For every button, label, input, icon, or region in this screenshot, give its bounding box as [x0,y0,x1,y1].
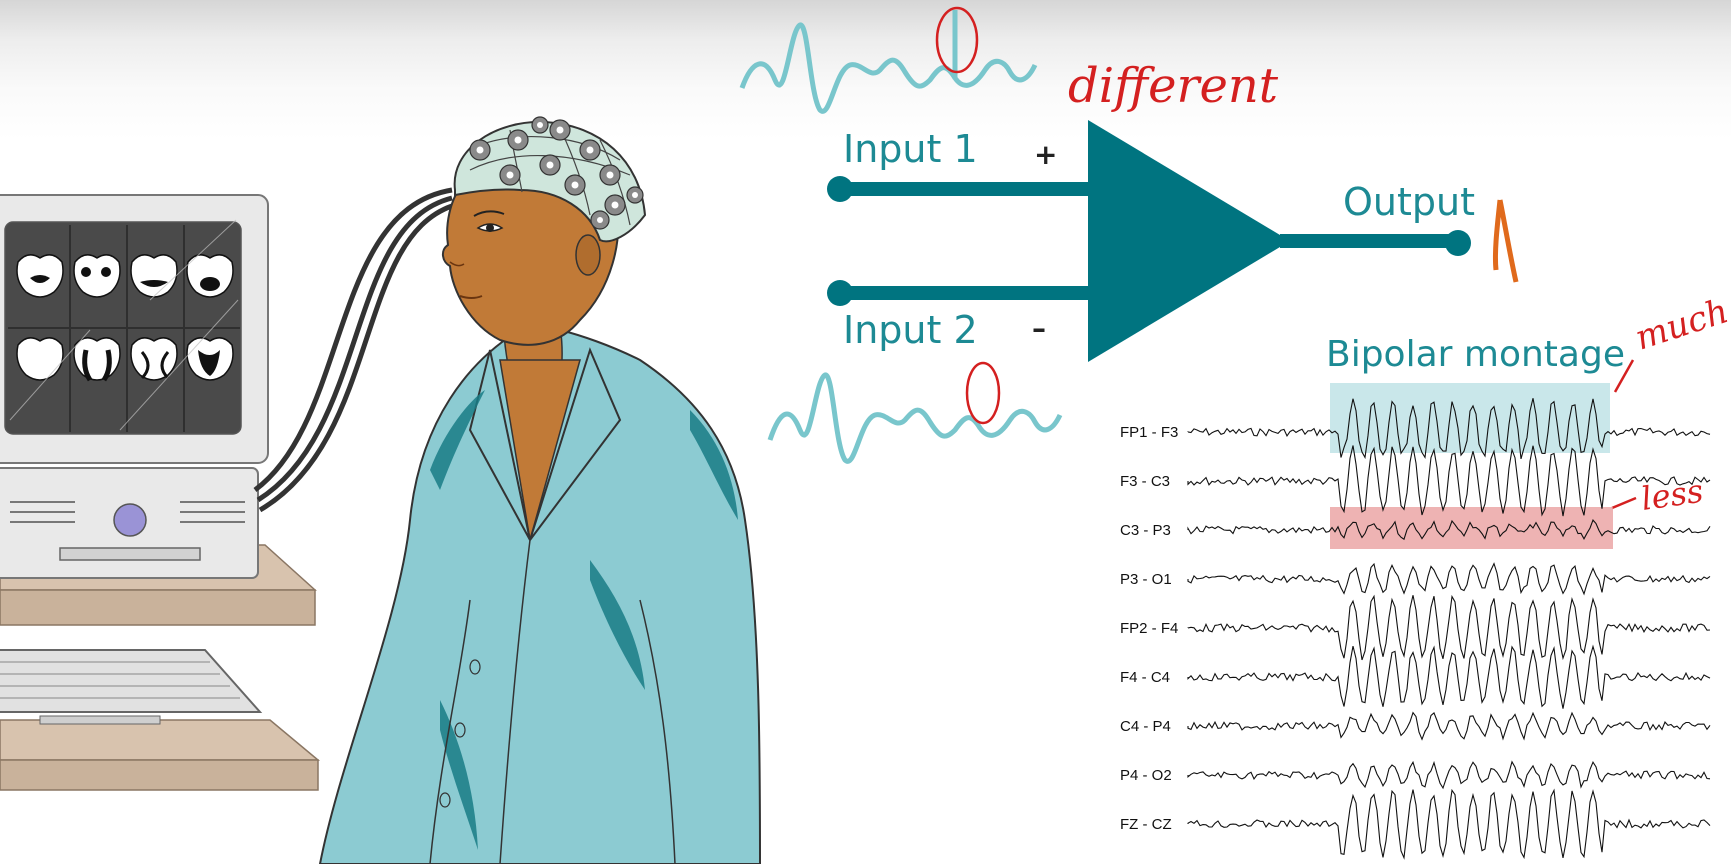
input2-terminal [827,280,853,306]
channel-label: FZ - CZ [1120,816,1172,833]
patient [318,116,761,864]
gown-shading [430,390,738,850]
patient-gown [318,329,761,864]
channel-trace [1187,760,1711,790]
channel-trace [1187,445,1711,517]
cap-electrodes [469,116,644,230]
patient-mouth [459,295,483,299]
computer [0,194,321,791]
input2-spike-circle [965,361,1001,425]
patient-nose [449,261,465,267]
channel-trace [1187,562,1711,596]
channel-label: P3 - O1 [1120,571,1172,588]
patient-ear [575,234,601,276]
keyboard-shelf-front [0,759,319,791]
montage-title: Bipolar montage [1326,334,1625,375]
output-spike [1492,199,1519,283]
channel-label: P4 - O2 [1120,767,1172,784]
gown-buttons [439,659,481,808]
keyboard-tray [39,715,161,725]
input1-terminal [827,176,853,202]
plus-sign: + [1034,138,1057,171]
screen-grid [8,225,240,432]
channel-label: C4 - P4 [1120,718,1171,735]
much-pointer [1613,359,1635,393]
channel-label: FP1 - F3 [1120,424,1178,441]
input2-label: Input 2 [843,308,978,352]
desk-shelf-front [0,589,316,626]
highlight-much [1330,383,1610,453]
channel-trace [1187,788,1711,860]
case-vents [10,501,245,523]
gown-collar [468,347,622,541]
gown-folds [429,539,676,864]
patient-chest [499,359,581,541]
keyboard [0,649,263,713]
channel-label: FP2 - F4 [1120,620,1178,637]
minus-sign: – [1032,312,1046,345]
channel-trace [1187,594,1711,661]
power-button [113,503,147,537]
channel-trace [1187,519,1711,541]
input1-label: Input 1 [843,127,978,171]
less-pointer [1611,496,1637,510]
channel-label: C3 - P3 [1120,522,1171,539]
keyboard-shelf [0,719,321,761]
disk-slot [59,547,201,561]
input2-waveform [767,372,1063,464]
screen-reflection [9,219,239,431]
differential-amplifier: Input 1 Input 2 + – Output [827,120,1475,362]
output-terminal [1445,230,1471,256]
electrode-cables [253,187,453,513]
input1-spike-circle [935,6,979,74]
amplifier-triangle [1088,120,1290,362]
annotation-different: different [1068,58,1279,114]
annotations: different much less [935,6,1731,518]
channel-trace [1187,644,1711,709]
eyebrow [473,210,505,217]
keyboard-keys [0,661,240,699]
channel-trace [1187,398,1711,460]
brain-slice-marks [30,267,220,382]
bipolar-montage: Bipolar montage FP1 - F3 F3 - C3 C3 - P3 P3… [1120,334,1711,860]
eeg-channels: FP1 - F3 F3 - C3 C3 - P3 P3 - O1 FP2 - F4 F4 … [1120,398,1711,860]
annotation-much: much [1630,291,1731,358]
input1-waveform [739,22,1038,114]
output-label: Output [1343,180,1475,224]
channel-label: F3 - C3 [1120,473,1170,490]
channel-trace [1187,711,1711,741]
channel-label: F4 - C4 [1120,669,1170,686]
